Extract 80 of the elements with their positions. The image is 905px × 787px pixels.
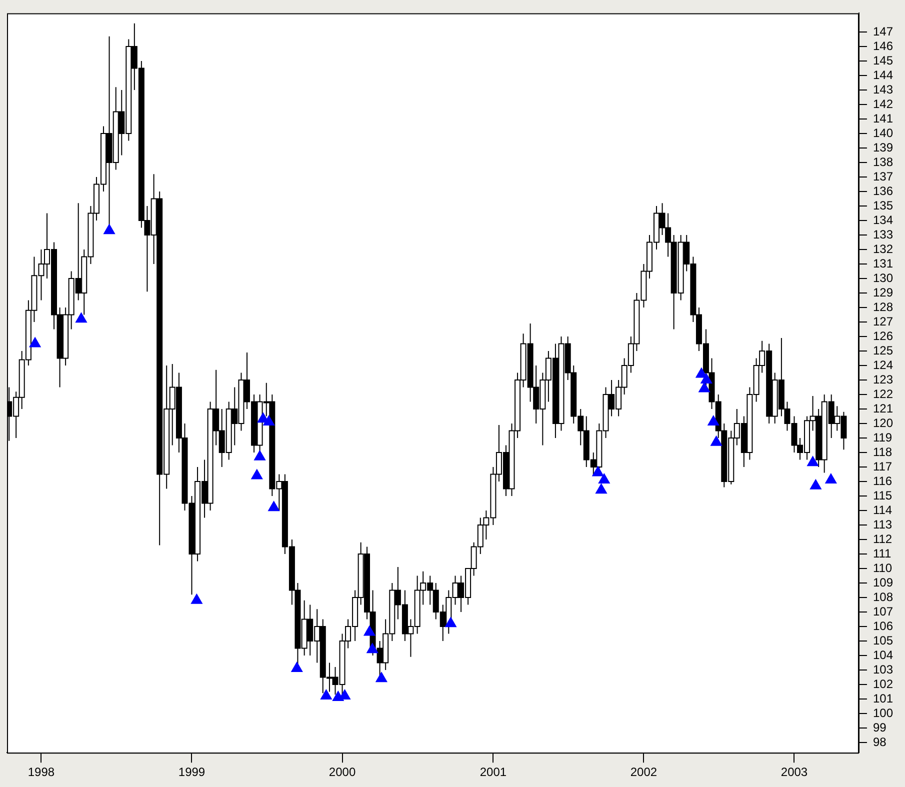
y-tick-label: 114 [872,502,892,517]
x-tick-label: 2001 [480,765,507,780]
y-tick-label: 106 [872,618,894,633]
point [76,312,87,323]
point [268,501,280,512]
point [598,474,610,484]
y-tick-label: 98 [872,734,887,749]
y-tick-label: 147 [872,24,894,38]
y-tick-label: 127 [872,314,894,328]
point [807,456,818,466]
y-tick-label: 111 [872,546,892,560]
y-tick-label: 115 [872,488,892,502]
x-tick-label: 1998 [28,765,55,780]
x-tick-label: 2000 [328,765,356,780]
y-tick-label: 121 [872,401,894,416]
point [104,224,115,234]
y-tick-label: 143 [872,82,894,96]
y-tick-label: 141 [872,111,894,126]
y-tick-label: 146 [872,38,894,53]
y-tick-label: 144 [872,68,894,82]
y-tick-label: 128 [872,300,894,314]
y-tick-label: 103 [872,662,894,676]
y-tick-label: 133 [872,227,894,242]
y-tick-label: 99 [872,720,887,734]
point [596,484,607,494]
y-tick-label: 137 [872,169,894,184]
y-tick-label: 138 [872,154,894,169]
x-tick-label: 2002 [630,765,658,780]
y-tick-label: 126 [872,328,894,343]
y-tick-label: 129 [872,285,894,300]
y-tick-label: 134 [872,212,894,227]
y-tick-label: 102 [872,676,894,691]
y-tick-label: 112 [872,532,892,546]
point [810,479,822,490]
point [251,469,263,480]
point [29,337,41,348]
y-tick-label: 142 [872,96,894,111]
y-tick-label: 132 [872,242,894,256]
y-tick-label: 119 [872,430,892,444]
y-tick-label: 125 [872,343,894,358]
point [700,374,712,384]
y-tick-label: 130 [872,270,894,285]
point [708,416,720,426]
y-tick-label: 139 [872,140,894,154]
point [263,416,275,426]
y-tick-label: 108 [872,590,894,604]
y-tick-label: 110 [872,560,892,575]
y-tick-label: 145 [872,53,894,68]
point [825,474,837,484]
point [364,626,376,636]
point [320,690,332,700]
x-tick-label: 1999 [178,765,206,780]
y-tick-label: 118 [872,444,892,459]
y-tick-label: 101 [872,691,894,706]
y-tick-label: 131 [872,256,894,270]
y-tick-label: 136 [872,184,894,198]
y-tick-label: 109 [872,575,894,590]
y-tick-label: 120 [872,416,894,430]
y-tick-label: 105 [872,633,894,648]
y-tick-label: 113 [872,517,892,532]
y-tick-label: 135 [872,198,894,212]
x-tick-label: 2003 [780,765,808,780]
y-tick-label: 140 [872,126,894,140]
point [592,466,604,476]
point [710,436,722,446]
y-tick-label: 122 [872,386,894,401]
y-tick-label: 123 [872,372,894,386]
point [291,662,303,672]
y-tick-label: 116 [872,474,892,488]
y-tick-label: 124 [872,358,894,372]
point [191,594,202,604]
y-tick-label: 100 [872,706,894,720]
point [376,672,388,682]
point [445,617,456,628]
y-tick-label: 117 [872,459,892,474]
y-tick-label: 107 [872,604,894,618]
point [254,450,266,460]
point [366,643,378,654]
point [698,382,710,392]
y-tick-label: 104 [872,648,894,662]
